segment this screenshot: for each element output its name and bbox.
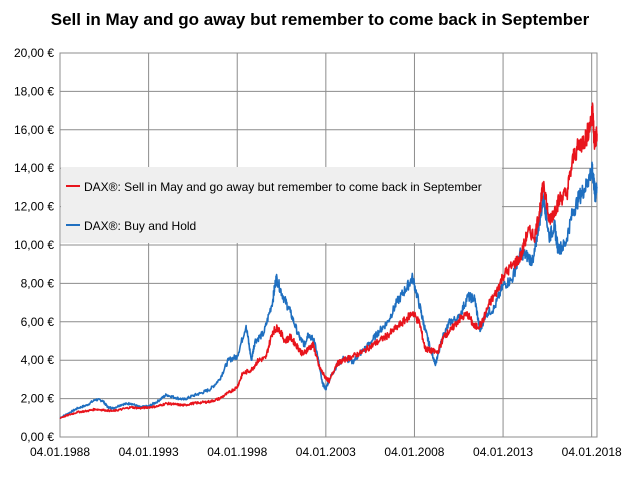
x-tick-label: 04.01.2003 xyxy=(296,445,356,459)
y-tick-label: 2,00 € xyxy=(21,392,55,406)
y-tick-label: 20,00 € xyxy=(14,46,54,60)
chart-title: Sell in May and go away but remember to … xyxy=(50,10,590,29)
x-tick-label: 04.01.2013 xyxy=(473,445,533,459)
y-tick-label: 0,00 € xyxy=(21,430,55,444)
x-tick-label: 04.01.1988 xyxy=(30,445,90,459)
legend-label: DAX®: Sell in May and go away but rememb… xyxy=(84,180,482,194)
x-tick-label: 04.01.1998 xyxy=(207,445,267,459)
x-tick-label: 04.01.2008 xyxy=(384,445,444,459)
y-tick-label: 16,00 € xyxy=(14,123,54,137)
x-tick-label: 04.01.1993 xyxy=(119,445,179,459)
x-tick-label: 04.01.2018 xyxy=(562,445,622,459)
legend-box xyxy=(61,167,502,243)
y-tick-label: 6,00 € xyxy=(21,315,55,329)
legend-label: DAX®: Buy and Hold xyxy=(84,219,196,233)
y-tick-label: 12,00 € xyxy=(14,200,54,214)
y-tick-label: 4,00 € xyxy=(21,353,55,367)
y-tick-label: 14,00 € xyxy=(14,161,54,175)
plot-frame xyxy=(59,52,598,438)
y-tick-label: 18,00 € xyxy=(14,84,54,98)
series-line-sell-in-may xyxy=(59,102,598,419)
y-tick-label: 8,00 € xyxy=(21,276,55,290)
y-tick-label: 10,00 € xyxy=(14,238,54,252)
